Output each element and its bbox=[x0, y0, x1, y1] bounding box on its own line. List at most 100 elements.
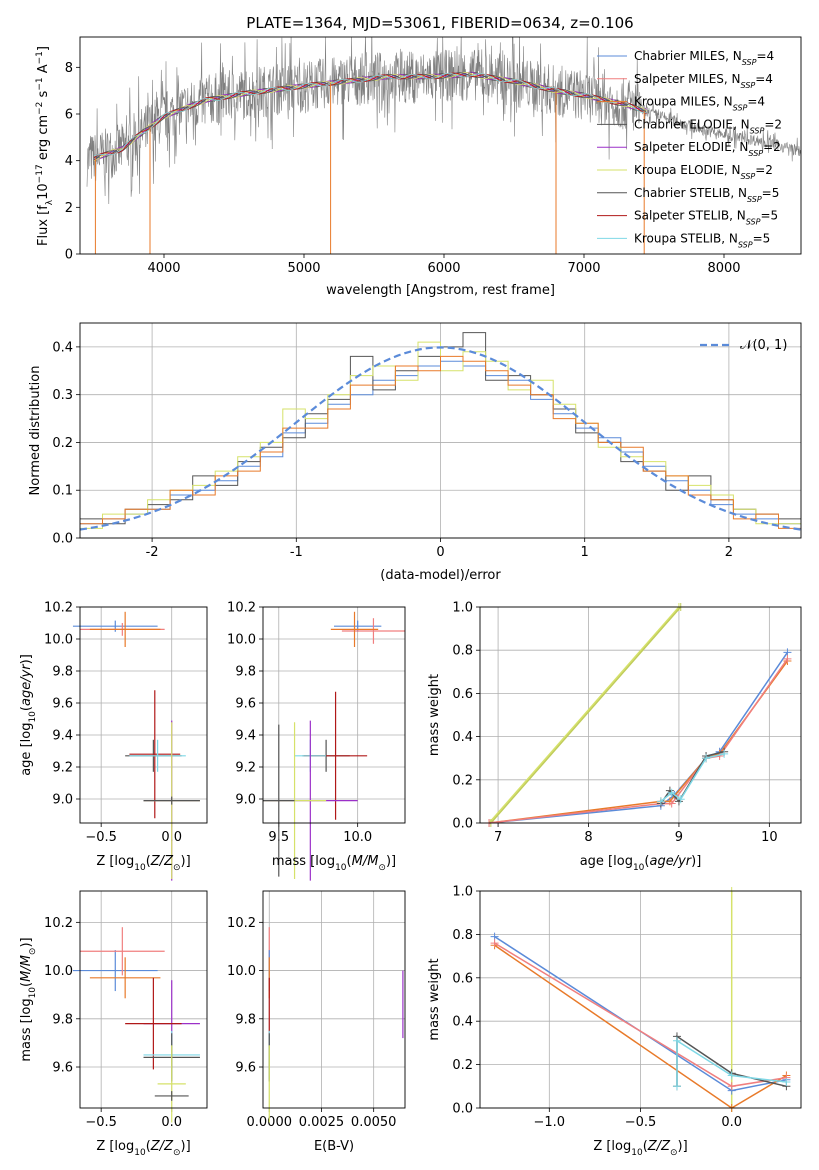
y-tick-label: 6 bbox=[65, 108, 73, 123]
y-tick-label: 0.2 bbox=[452, 773, 473, 788]
x-tick-label: 10.0 bbox=[343, 830, 372, 845]
y-tick-label: 9.0 bbox=[52, 793, 73, 808]
weight-marker bbox=[727, 1071, 736, 1080]
legend-label: Chabrier STELIB, NSSP=5 bbox=[634, 186, 779, 204]
y-tick-label: 0.8 bbox=[452, 928, 473, 943]
x-tick-label: 8000 bbox=[707, 261, 740, 276]
legend-label: 𝒩(0, 1) bbox=[740, 338, 787, 353]
weight-marker bbox=[672, 1082, 681, 1091]
weight_vs_age-xlabel: age [log10(age/yr)] bbox=[580, 854, 702, 873]
y-tick-label: 9.4 bbox=[235, 729, 256, 744]
x-tick-label: 0.0050 bbox=[351, 1115, 397, 1130]
figure-title: PLATE=1364, MJD=53061, FIBERID=0634, z=0… bbox=[246, 14, 633, 32]
y-tick-label: 0.0 bbox=[452, 1102, 473, 1117]
age_vs_Z-panel: −0.5 0.09.09.29.49.69.810.010.2Z [log10(Z… bbox=[19, 601, 208, 881]
spectrum-model-line bbox=[93, 72, 647, 157]
x-tick-label: 8 bbox=[584, 830, 592, 845]
weight-line bbox=[488, 651, 789, 824]
weight-marker bbox=[672, 1036, 681, 1045]
y-tick-label: 0.4 bbox=[52, 340, 73, 355]
y-tick-label: 9.8 bbox=[52, 665, 73, 680]
y-tick-label: 2 bbox=[65, 201, 73, 216]
y-tick-label: 0.1 bbox=[52, 484, 73, 499]
axes-frame bbox=[479, 890, 802, 1109]
residuals-xlabel: (data-model)/error bbox=[380, 568, 501, 583]
legend-label: Kroupa MILES, NSSP=4 bbox=[634, 95, 765, 113]
gaussian-curve bbox=[79, 346, 802, 531]
y-tick-label: 0.6 bbox=[452, 971, 473, 986]
weight_vs_Z-ylabel: mass weight bbox=[427, 958, 442, 1040]
weight-marker bbox=[667, 788, 676, 797]
spectrum-xlabel: wavelength [Angstrom, rest frame] bbox=[326, 283, 555, 298]
y-tick-label: 9.6 bbox=[52, 1061, 73, 1076]
age_vs_mass-xlabel: mass [log10(M/M⊙)] bbox=[272, 854, 396, 873]
x-tick-label: −0.5 bbox=[85, 1115, 117, 1130]
y-tick-label: 0.0 bbox=[52, 532, 73, 547]
residuals-panel: -2 -1 0 1 2 0.0 0.1 0.2 0.3 0.4 𝒩(0, 1) (data-model… bbox=[28, 322, 802, 583]
mass_vs_Z-panel: −0.5 0.0 9.6 9.8 10.0 10.2 Z [log10(Z/Z⊙)] mass… bbox=[19, 890, 208, 1158]
y-tick-label: 9.8 bbox=[235, 1012, 256, 1027]
x-tick-label: 0.0000 bbox=[247, 1115, 293, 1130]
weight-line bbox=[490, 606, 682, 824]
legend-label: Salpeter MILES, NSSP=4 bbox=[634, 72, 773, 90]
y-tick-label: 0.2 bbox=[52, 436, 73, 451]
y-tick-label: 0.0 bbox=[452, 817, 473, 832]
legend-label: Salpeter ELODIE, NSSP=2 bbox=[634, 140, 781, 158]
y-tick-label: 10.2 bbox=[227, 601, 256, 616]
weight-line bbox=[488, 606, 680, 824]
weight-marker bbox=[720, 749, 729, 758]
weight-marker bbox=[783, 654, 792, 663]
histogram-step-line bbox=[80, 355, 801, 529]
y-tick-label: 10.0 bbox=[227, 964, 256, 979]
legend-label: Kroupa ELODIE, NSSP=2 bbox=[634, 163, 773, 181]
mass_vs_EBV-panel: 0.0000 0.0025 0.0050 9.6 9.8 10.0 10.2 E(B-V) bbox=[227, 890, 406, 1154]
y-tick-label: 0.2 bbox=[452, 1058, 473, 1073]
x-tick-label: 0.0 bbox=[161, 1115, 182, 1130]
y-tick-label: 10.2 bbox=[44, 601, 73, 616]
y-tick-label: 9.6 bbox=[235, 1061, 256, 1076]
weight-marker bbox=[727, 1082, 736, 1091]
weight-marker bbox=[667, 799, 676, 808]
weight-marker bbox=[702, 754, 711, 763]
x-tick-label: −0.5 bbox=[625, 1115, 657, 1130]
y-tick-label: 10.0 bbox=[44, 633, 73, 648]
axes-frame bbox=[79, 606, 208, 824]
y-tick-label: 10.0 bbox=[44, 964, 73, 979]
y-tick-label: 10.0 bbox=[227, 633, 256, 648]
x-tick-label: 0.0 bbox=[721, 1115, 742, 1130]
spectrum-data-line bbox=[86, 37, 801, 205]
weight-marker bbox=[490, 939, 499, 948]
spectrum-panel: 4000 5000 6000 7000 8000 0 2 4 6 8 wavelength [Ang… bbox=[35, 36, 802, 298]
x-tick-label: 7 bbox=[494, 830, 502, 845]
spectrum-model-line bbox=[93, 72, 647, 161]
x-tick-label: 0 bbox=[436, 545, 444, 560]
y-tick-label: 0.6 bbox=[452, 687, 473, 702]
x-tick-label: 6000 bbox=[427, 261, 460, 276]
y-tick-label: 9.6 bbox=[235, 697, 256, 712]
y-tick-label: 0.4 bbox=[452, 730, 473, 745]
legend-label: Chabrier MILES, NSSP=4 bbox=[634, 49, 774, 67]
weight-marker bbox=[782, 1077, 791, 1086]
y-tick-label: 1.0 bbox=[452, 601, 473, 616]
x-tick-label: 1 bbox=[581, 545, 589, 560]
x-tick-label: 0.0025 bbox=[299, 1115, 345, 1130]
weight_vs_age-panel: 7 8 9 10 0.0 0.2 0.4 0.6 0.8 1.0 age [log10(age/yr… bbox=[427, 601, 802, 873]
y-tick-label: 0.4 bbox=[452, 1015, 473, 1030]
y-tick-label: 9.4 bbox=[52, 729, 73, 744]
x-tick-label: 5000 bbox=[287, 261, 320, 276]
weight-marker bbox=[656, 797, 665, 806]
mass_vs_Z-xlabel: Z [log10(Z/Z⊙)] bbox=[96, 1139, 190, 1158]
weight-marker bbox=[665, 786, 674, 795]
mass_vs_Z-ylabel: mass [log10(M/M⊙)] bbox=[19, 937, 38, 1061]
y-tick-label: 9.0 bbox=[235, 793, 256, 808]
x-tick-label: -2 bbox=[146, 545, 159, 560]
legend-label: Kroupa STELIB, NSSP=5 bbox=[634, 231, 770, 249]
weight-marker bbox=[676, 795, 685, 804]
x-tick-label: 10 bbox=[761, 830, 778, 845]
age_vs_Z-ylabel: age [log10(age/yr)] bbox=[19, 654, 38, 776]
axes-frame bbox=[79, 36, 802, 255]
age_vs_Z-xlabel: Z [log10(Z/Z⊙)] bbox=[96, 854, 190, 873]
weight-line bbox=[488, 658, 789, 824]
y-tick-label: 9.6 bbox=[52, 697, 73, 712]
